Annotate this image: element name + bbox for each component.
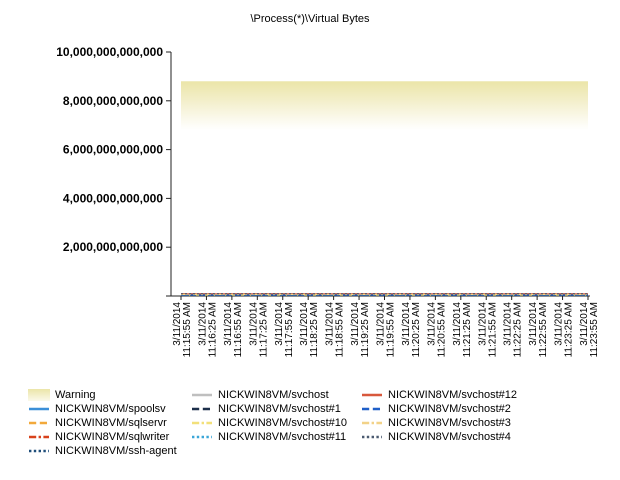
legend-swatch-line <box>192 393 212 397</box>
legend-label: NICKWIN8VM/svchost#11 <box>218 431 347 443</box>
x-tick-date: 3/11/2014 <box>426 302 437 346</box>
x-tick-label: 3/11/201411:16:25 AM <box>197 302 218 358</box>
x-tick-time: 11:23:25 AM <box>564 302 575 357</box>
x-tick-time: 11:18:25 AM <box>309 302 320 357</box>
legend-label: NICKWIN8VM/sqlwriter <box>55 431 170 443</box>
x-tick-time: 11:17:55 AM <box>284 302 295 357</box>
x-tick-date: 3/11/2014 <box>528 302 539 346</box>
chart-title: \Process(*)\Virtual Bytes <box>250 13 370 25</box>
y-tick-label: 6,000,000,000,000 <box>63 143 163 157</box>
x-tick-time: 11:20:55 AM <box>436 302 447 357</box>
x-tick-date: 3/11/2014 <box>452 302 463 346</box>
legend-label: NICKWIN8VM/svchost <box>218 389 329 401</box>
x-tick-date: 3/11/2014 <box>172 302 183 346</box>
x-tick-date: 3/11/2014 <box>376 302 387 346</box>
legend-band-fill <box>28 389 50 401</box>
y-tick-label: 8,000,000,000,000 <box>63 94 163 108</box>
x-tick-label: 3/11/201411:17:55 AM <box>274 302 295 358</box>
x-tick-date: 3/11/2014 <box>248 302 259 346</box>
x-tick-label: 3/11/201411:22:55 AM <box>528 302 549 358</box>
x-tick-time: 11:15:55 AM <box>182 302 193 357</box>
x-tick-date: 3/11/2014 <box>579 302 590 346</box>
legend-swatch-line <box>29 449 49 453</box>
chart-plot: 2,000,000,000,000 4,000,000,000,000 6,000,… <box>56 45 600 358</box>
x-tick-date: 3/11/2014 <box>223 302 234 346</box>
x-tick-label: 3/11/201411:21:55 AM <box>477 302 498 358</box>
legend-label: Warning <box>55 389 96 401</box>
x-tick-label: 3/11/201411:18:25 AM <box>299 302 320 358</box>
x-tick-date: 3/11/2014 <box>350 302 361 346</box>
legend-swatch-line <box>362 435 382 439</box>
x-tick-time: 11:23:55 AM <box>589 302 600 357</box>
legend-label: NICKWIN8VM/sqlservr <box>55 417 167 429</box>
x-tick-date: 3/11/2014 <box>503 302 514 346</box>
y-tick-label: 2,000,000,000,000 <box>63 240 163 254</box>
x-tick-time: 11:22:25 AM <box>513 302 524 357</box>
legend-swatch-line <box>29 421 49 425</box>
legend-label: NICKWIN8VM/ssh-agent <box>55 445 177 457</box>
legend-label: NICKWIN8VM/svchost#10 <box>218 417 347 429</box>
x-tick-time: 11:16:25 AM <box>207 302 218 357</box>
legend-label: NICKWIN8VM/svchost#1 <box>218 403 341 415</box>
x-tick-label: 3/11/201411:21:25 AM <box>452 302 473 358</box>
x-tick-label: 3/11/201411:17:25 AM <box>248 302 269 358</box>
x-tick-date: 3/11/2014 <box>554 302 565 346</box>
legend-label: NICKWIN8VM/svchost#2 <box>388 403 511 415</box>
x-tick-time: 11:16:55 AM <box>233 302 244 357</box>
legend-label: NICKWIN8VM/svchost#4 <box>388 431 511 443</box>
x-tick-label: 3/11/201411:20:25 AM <box>401 302 422 358</box>
x-tick-date: 3/11/2014 <box>274 302 285 346</box>
x-tick-time: 11:20:25 AM <box>411 302 422 357</box>
legend-swatch-line <box>362 421 382 425</box>
legend-swatch-line <box>362 393 382 397</box>
legend-swatch-line <box>192 435 212 439</box>
y-tick-label: 10,000,000,000,000 <box>56 45 163 59</box>
legend-swatch-line <box>192 421 212 425</box>
x-tick-date: 3/11/2014 <box>401 302 412 346</box>
legend-swatch-line <box>29 435 49 439</box>
x-tick-label: 3/11/201411:19:55 AM <box>376 302 397 358</box>
legend-swatch-line <box>29 407 49 411</box>
legend-label: NICKWIN8VM/spoolsv <box>55 403 166 415</box>
x-tick-label: 3/11/201411:19:25 AM <box>350 302 371 358</box>
x-tick-label: 3/11/201411:16:55 AM <box>223 302 244 358</box>
legend: Warning NICKWIN8VM/spoolsv NICKWIN8VM/sqls… <box>28 388 618 468</box>
x-tick-time: 11:21:25 AM <box>462 302 473 357</box>
x-tick-date: 3/11/2014 <box>477 302 488 346</box>
x-tick-time: 11:18:55 AM <box>335 302 346 357</box>
x-tick-date: 3/11/2014 <box>299 302 310 346</box>
legend-label: NICKWIN8VM/svchost#3 <box>388 417 511 429</box>
x-tick-label: 3/11/201411:15:55 AM <box>172 302 193 358</box>
legend-swatch-band <box>28 389 50 401</box>
x-tick-label: 3/11/201411:22:25 AM <box>503 302 524 358</box>
x-tick-label: 3/11/201411:20:55 AM <box>426 302 447 358</box>
x-tick-time: 11:19:55 AM <box>386 302 397 357</box>
x-tick-date: 3/11/2014 <box>325 302 336 346</box>
x-tick-time: 11:17:25 AM <box>258 302 269 357</box>
legend-swatch-line <box>192 407 212 411</box>
x-tick-time: 11:22:55 AM <box>538 302 549 357</box>
legend-swatch-line <box>362 407 382 411</box>
x-tick-time: 11:19:25 AM <box>360 302 371 357</box>
x-tick-label: 3/11/201411:23:55 AM <box>579 302 600 358</box>
x-tick-label: 3/11/201411:18:55 AM <box>325 302 346 358</box>
x-tick-time: 11:21:55 AM <box>487 302 498 357</box>
x-tick-date: 3/11/2014 <box>197 302 208 346</box>
y-tick-label: 4,000,000,000,000 <box>63 191 163 205</box>
legend-label: NICKWIN8VM/svchost#12 <box>388 389 517 401</box>
warning-band <box>181 81 588 131</box>
x-tick-label: 3/11/201411:23:25 AM <box>554 302 575 358</box>
